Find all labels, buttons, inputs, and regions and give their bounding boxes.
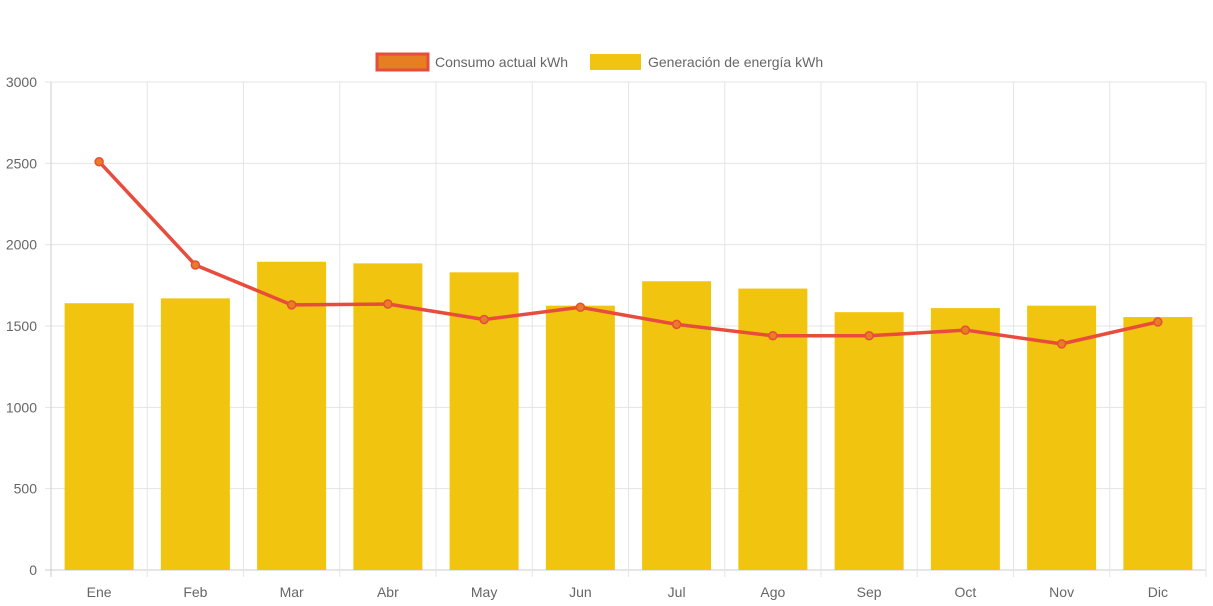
bar-generacion: [1123, 317, 1193, 570]
legend-label-consumo: Consumo actual kWh: [435, 54, 568, 70]
point-consumo: [286, 300, 297, 310]
point-consumo: [671, 319, 682, 330]
x-tick-label: Sep: [857, 584, 882, 600]
x-tick-label: Dic: [1148, 584, 1168, 600]
bar-generacion: [738, 288, 808, 570]
y-tick-label: 2500: [6, 155, 37, 171]
y-tick-label: 3000: [6, 74, 37, 90]
y-tick-label: 0: [29, 562, 37, 578]
legend-item-generacion[interactable]: Generación de energía kWh: [590, 54, 823, 70]
x-tick-label: Ago: [760, 584, 785, 600]
legend-item-consumo[interactable]: Consumo actual kWh: [375, 52, 568, 72]
x-tick-label: Jun: [569, 584, 592, 600]
x-tick-label: Oct: [954, 584, 976, 600]
point-consumo: [768, 331, 778, 341]
legend: Consumo actual kWh Generación de energía …: [375, 52, 823, 72]
point-consumo: [479, 314, 489, 325]
y-tick-label: 500: [14, 481, 38, 497]
x-tick-label: Ene: [87, 584, 112, 600]
x-tick-label: May: [471, 584, 497, 600]
x-tick-label: Abr: [377, 584, 399, 600]
grid: [45, 81, 1207, 577]
bar-generacion: [160, 298, 230, 570]
x-tick-label: Feb: [183, 584, 207, 600]
bar-generacion: [64, 303, 134, 570]
bar-generacion: [1027, 305, 1097, 570]
point-consumo: [575, 302, 586, 313]
point-consumo: [864, 331, 874, 341]
point-consumo: [960, 325, 971, 335]
x-tick-label: Nov: [1049, 584, 1074, 600]
line-series: [94, 156, 1163, 349]
axes: 0 500 1000 1500 2000 2500 3000 Ene Feb Mar Abr May J…: [6, 74, 1168, 600]
point-consumo: [383, 299, 393, 309]
bar-generacion: [353, 263, 423, 570]
x-tick-label: Jul: [668, 584, 686, 600]
bar-generacion: [642, 281, 712, 570]
y-tick-label: 1000: [6, 399, 37, 415]
line-consumo: [97, 160, 1159, 346]
legend-swatch-consumo: [375, 52, 430, 72]
point-consumo: [94, 156, 104, 167]
legend-swatch-generacion: [590, 54, 641, 70]
bar-generacion: [834, 312, 904, 570]
legend-label-generacion: Generación de energía kWh: [648, 54, 823, 70]
point-consumo: [190, 260, 201, 270]
bar-generacion: [545, 305, 615, 570]
x-tick-label: Mar: [280, 584, 304, 600]
bar-generacion: [930, 308, 1000, 570]
y-tick-label: 2000: [6, 237, 37, 253]
point-consumo: [1056, 339, 1067, 349]
y-tick-label: 1500: [6, 318, 37, 334]
bar-generacion: [257, 261, 327, 570]
point-consumo: [1153, 317, 1163, 327]
